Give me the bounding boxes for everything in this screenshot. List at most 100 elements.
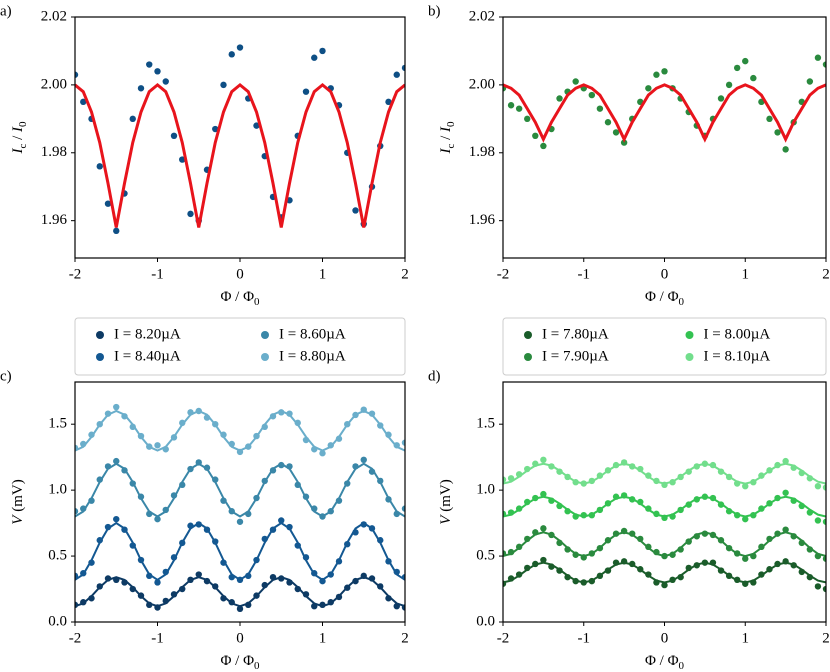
data-point xyxy=(286,410,293,417)
data-point xyxy=(661,514,668,522)
data-point xyxy=(629,530,636,537)
data-point xyxy=(170,434,178,441)
data-point xyxy=(725,544,733,552)
y-tick-label: 1.5 xyxy=(476,416,495,432)
data-point xyxy=(228,508,235,515)
data-point xyxy=(137,493,145,500)
data-point xyxy=(170,492,178,499)
data-point xyxy=(604,567,612,574)
y-tick-label: 1.0 xyxy=(48,482,67,498)
label-part: Φ / Φ xyxy=(645,653,679,669)
data-point xyxy=(701,559,709,566)
data-point xyxy=(212,420,219,428)
x-axis-label: Φ / Φ0 xyxy=(220,289,260,307)
data-point xyxy=(758,505,765,512)
data-point xyxy=(782,146,789,153)
data-point xyxy=(653,548,660,556)
data-point xyxy=(725,508,733,515)
data-point xyxy=(368,575,376,582)
data-point xyxy=(261,477,268,485)
data-point xyxy=(556,502,563,510)
data-point xyxy=(532,132,539,140)
data-point xyxy=(286,523,293,531)
data-point xyxy=(294,542,301,549)
data-point xyxy=(653,71,660,78)
y-tick-label: 0.5 xyxy=(476,548,495,564)
data-point xyxy=(278,575,285,582)
data-point xyxy=(236,518,244,525)
data-point xyxy=(269,526,277,533)
data-point xyxy=(179,481,186,489)
legend-marker xyxy=(96,353,104,361)
y-axis-label: Ic / I0 xyxy=(10,121,28,155)
data-point xyxy=(75,601,79,609)
data-point xyxy=(80,440,87,448)
data-point xyxy=(236,448,244,456)
data-point xyxy=(195,571,202,578)
data-point xyxy=(645,472,652,479)
data-point xyxy=(790,533,797,540)
data-point xyxy=(669,513,676,520)
axes-frame xyxy=(502,16,827,259)
data-point xyxy=(524,564,531,572)
data-point xyxy=(146,601,153,609)
data-point xyxy=(179,419,186,427)
y-tick-label: 2.02 xyxy=(469,8,495,24)
fit-line xyxy=(503,83,826,143)
data-point xyxy=(327,571,334,578)
x-axis-label: Φ / Φ0 xyxy=(645,289,685,307)
data-point xyxy=(588,577,596,585)
data-point xyxy=(385,496,392,503)
data-point xyxy=(385,558,392,565)
label-part: (mV) xyxy=(438,479,454,515)
data-point xyxy=(311,505,318,512)
data-point xyxy=(146,443,153,450)
legend-label: I = 8.00µA xyxy=(704,326,771,342)
data-point xyxy=(709,559,717,566)
data-point xyxy=(540,525,547,532)
data-point xyxy=(154,579,161,586)
data-point xyxy=(187,465,194,473)
data-point xyxy=(725,81,733,89)
label-part: / xyxy=(10,132,26,144)
data-point xyxy=(401,439,405,446)
label-part: I xyxy=(438,126,454,133)
data-point xyxy=(556,468,563,475)
data-point xyxy=(319,450,326,457)
data-point xyxy=(179,539,186,547)
data-point xyxy=(548,563,555,570)
y-tick-label: 1.98 xyxy=(469,144,495,160)
data-point xyxy=(693,533,700,540)
data-point xyxy=(121,413,128,420)
data-point xyxy=(80,599,87,606)
data-point xyxy=(515,505,523,512)
data-point xyxy=(629,463,636,470)
data-point xyxy=(612,129,620,136)
data-point xyxy=(96,583,103,590)
legend: I = 7.80µA I = 7.90µA I = 8.00µA I = 8.10µA xyxy=(502,317,827,376)
data-point xyxy=(162,568,169,576)
data-point xyxy=(548,463,555,470)
label-part: 0 xyxy=(254,660,260,672)
data-point xyxy=(220,595,227,602)
data-point xyxy=(311,570,318,577)
data-point xyxy=(637,498,644,506)
data-point xyxy=(693,562,700,569)
x-tick-label: -1 xyxy=(578,266,591,282)
x-tick-label: 1 xyxy=(319,266,327,282)
panel: c)-2 -1 0 1 20.00.51.01.5Φ / Φ0V (mV)I = 8.2… xyxy=(0,317,409,672)
data-point xyxy=(717,95,725,102)
data-point xyxy=(733,64,741,72)
data-point xyxy=(195,407,202,415)
data-point xyxy=(596,544,604,552)
data-point xyxy=(564,573,571,581)
plot-area xyxy=(75,44,405,235)
legend-marker xyxy=(685,353,694,361)
data-point xyxy=(344,584,351,591)
data-point xyxy=(294,481,301,489)
label-part: 0 xyxy=(679,660,685,672)
legend-marker xyxy=(96,331,104,339)
data-point xyxy=(515,105,523,112)
legend-marker xyxy=(685,331,694,339)
